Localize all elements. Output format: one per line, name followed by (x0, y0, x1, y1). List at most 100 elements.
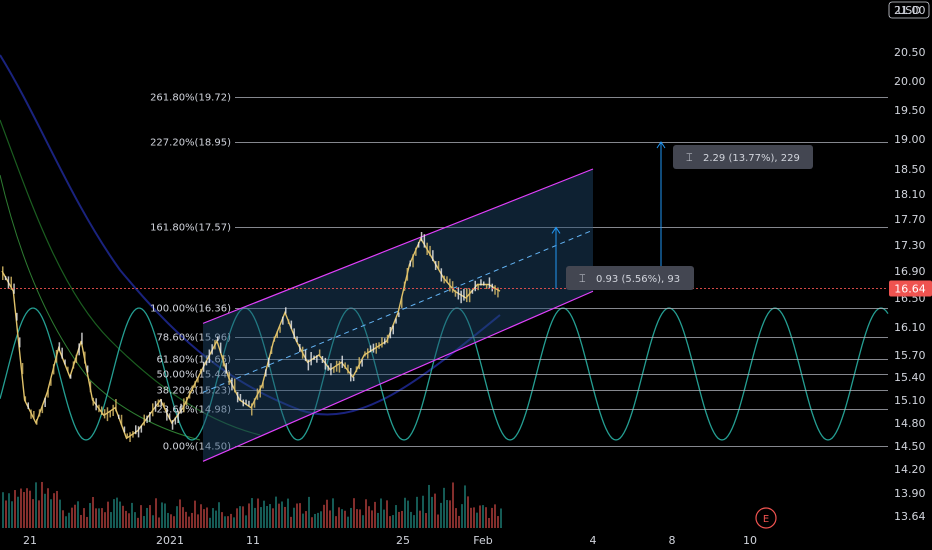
y-axis-tick: 15.70 (894, 349, 926, 362)
price-bar (352, 376, 355, 382)
price-bar (350, 368, 352, 382)
measure-label-text: 0.93 (5.56%), 93 (596, 274, 680, 285)
moving-average-slow (0, 54, 501, 416)
volume-bar (41, 481, 43, 528)
volume-bar (125, 510, 127, 528)
price-bar (132, 431, 134, 438)
price-bar (457, 287, 460, 300)
price-bar (381, 337, 383, 348)
price-bar (477, 283, 479, 291)
y-axis-tick: 18.10 (894, 188, 926, 201)
volume-bar (305, 511, 307, 528)
price-bar (403, 281, 406, 291)
price-bar (392, 325, 394, 335)
volume-bar (476, 512, 478, 528)
y-axis-tick: 20.00 (894, 75, 926, 88)
volume-bar (59, 499, 61, 528)
price-bar (106, 407, 109, 422)
fib-level-label: 161.80%(17.57) (150, 223, 231, 234)
price-bar (262, 382, 264, 389)
volume-bar (452, 482, 454, 528)
volume-bar (440, 502, 442, 528)
volume-bar (320, 511, 322, 528)
volume-bar (71, 507, 73, 528)
volume-bar (50, 499, 52, 528)
volume-bar (155, 498, 157, 528)
price-bar (285, 307, 287, 314)
price-bar (47, 390, 49, 398)
price-bar (188, 390, 191, 399)
price-bar (115, 399, 117, 412)
price-bar (109, 411, 111, 418)
volume-bar (323, 504, 325, 528)
volume-bar (356, 509, 358, 528)
volume-bar (410, 511, 412, 528)
volume-bar (416, 496, 418, 528)
volume-bar (218, 502, 220, 528)
price-bar (72, 361, 75, 369)
price-bar (412, 254, 414, 268)
y-axis-tick: 14.20 (894, 463, 926, 476)
price-bar (293, 328, 295, 339)
price-bar (180, 403, 182, 414)
price-bar (248, 400, 250, 407)
price-bar (449, 278, 451, 292)
price-bar (355, 366, 358, 373)
fib-level-label: 61.80%(15.65) (156, 355, 231, 366)
volume-bar (47, 488, 49, 528)
volume-bar (35, 482, 37, 528)
regression-channel-fill (203, 169, 593, 462)
price-bar (55, 350, 58, 363)
volume-bar (146, 507, 148, 528)
price-bar (384, 338, 386, 345)
volume-bar (374, 501, 376, 528)
volume-bar (311, 517, 313, 528)
price-bar (372, 343, 375, 353)
price-bar (152, 403, 154, 417)
volume-bar (56, 490, 58, 528)
volume-bar (122, 505, 124, 528)
y-axis-tick: 18.50 (894, 163, 926, 176)
price-bar (480, 279, 482, 286)
price-bar (287, 319, 290, 325)
volume-bar (110, 512, 112, 528)
price-bar (16, 312, 18, 321)
price-bar (166, 408, 168, 421)
volume-bar (248, 503, 250, 528)
volume-bar (434, 493, 436, 528)
volume-bar (431, 496, 433, 528)
price-bar (236, 391, 239, 403)
volume-bar (437, 514, 439, 528)
price-bar (415, 247, 417, 256)
measure-label-box (566, 266, 694, 290)
x-axis-tick: 2021 (156, 534, 184, 547)
price-bar (367, 348, 369, 359)
volume-bar (38, 500, 40, 528)
measure-arrow-head (656, 141, 666, 149)
price-bar (41, 406, 44, 414)
last-price-tag (889, 280, 932, 297)
price-bar (137, 426, 140, 438)
volume-bar (317, 512, 319, 528)
volume-bar (290, 516, 292, 528)
price-bar (123, 426, 126, 433)
price-bar (474, 280, 476, 292)
volume-bar (227, 516, 229, 528)
volume-bar (191, 512, 193, 528)
volume-bar (149, 505, 151, 528)
volume-bar (347, 516, 349, 528)
volume-bar (332, 498, 334, 528)
price-bar (497, 287, 499, 298)
volume-bar (293, 507, 295, 528)
volume-bar (128, 513, 130, 528)
price-bar (460, 290, 462, 304)
price-bar (437, 261, 440, 270)
volume-bar (413, 515, 415, 528)
price-bar (401, 296, 403, 308)
price-bar (446, 276, 448, 283)
price-bar (30, 409, 32, 419)
volume-bar (404, 497, 406, 528)
fib-level-label: 227.20%(18.95) (150, 138, 231, 149)
